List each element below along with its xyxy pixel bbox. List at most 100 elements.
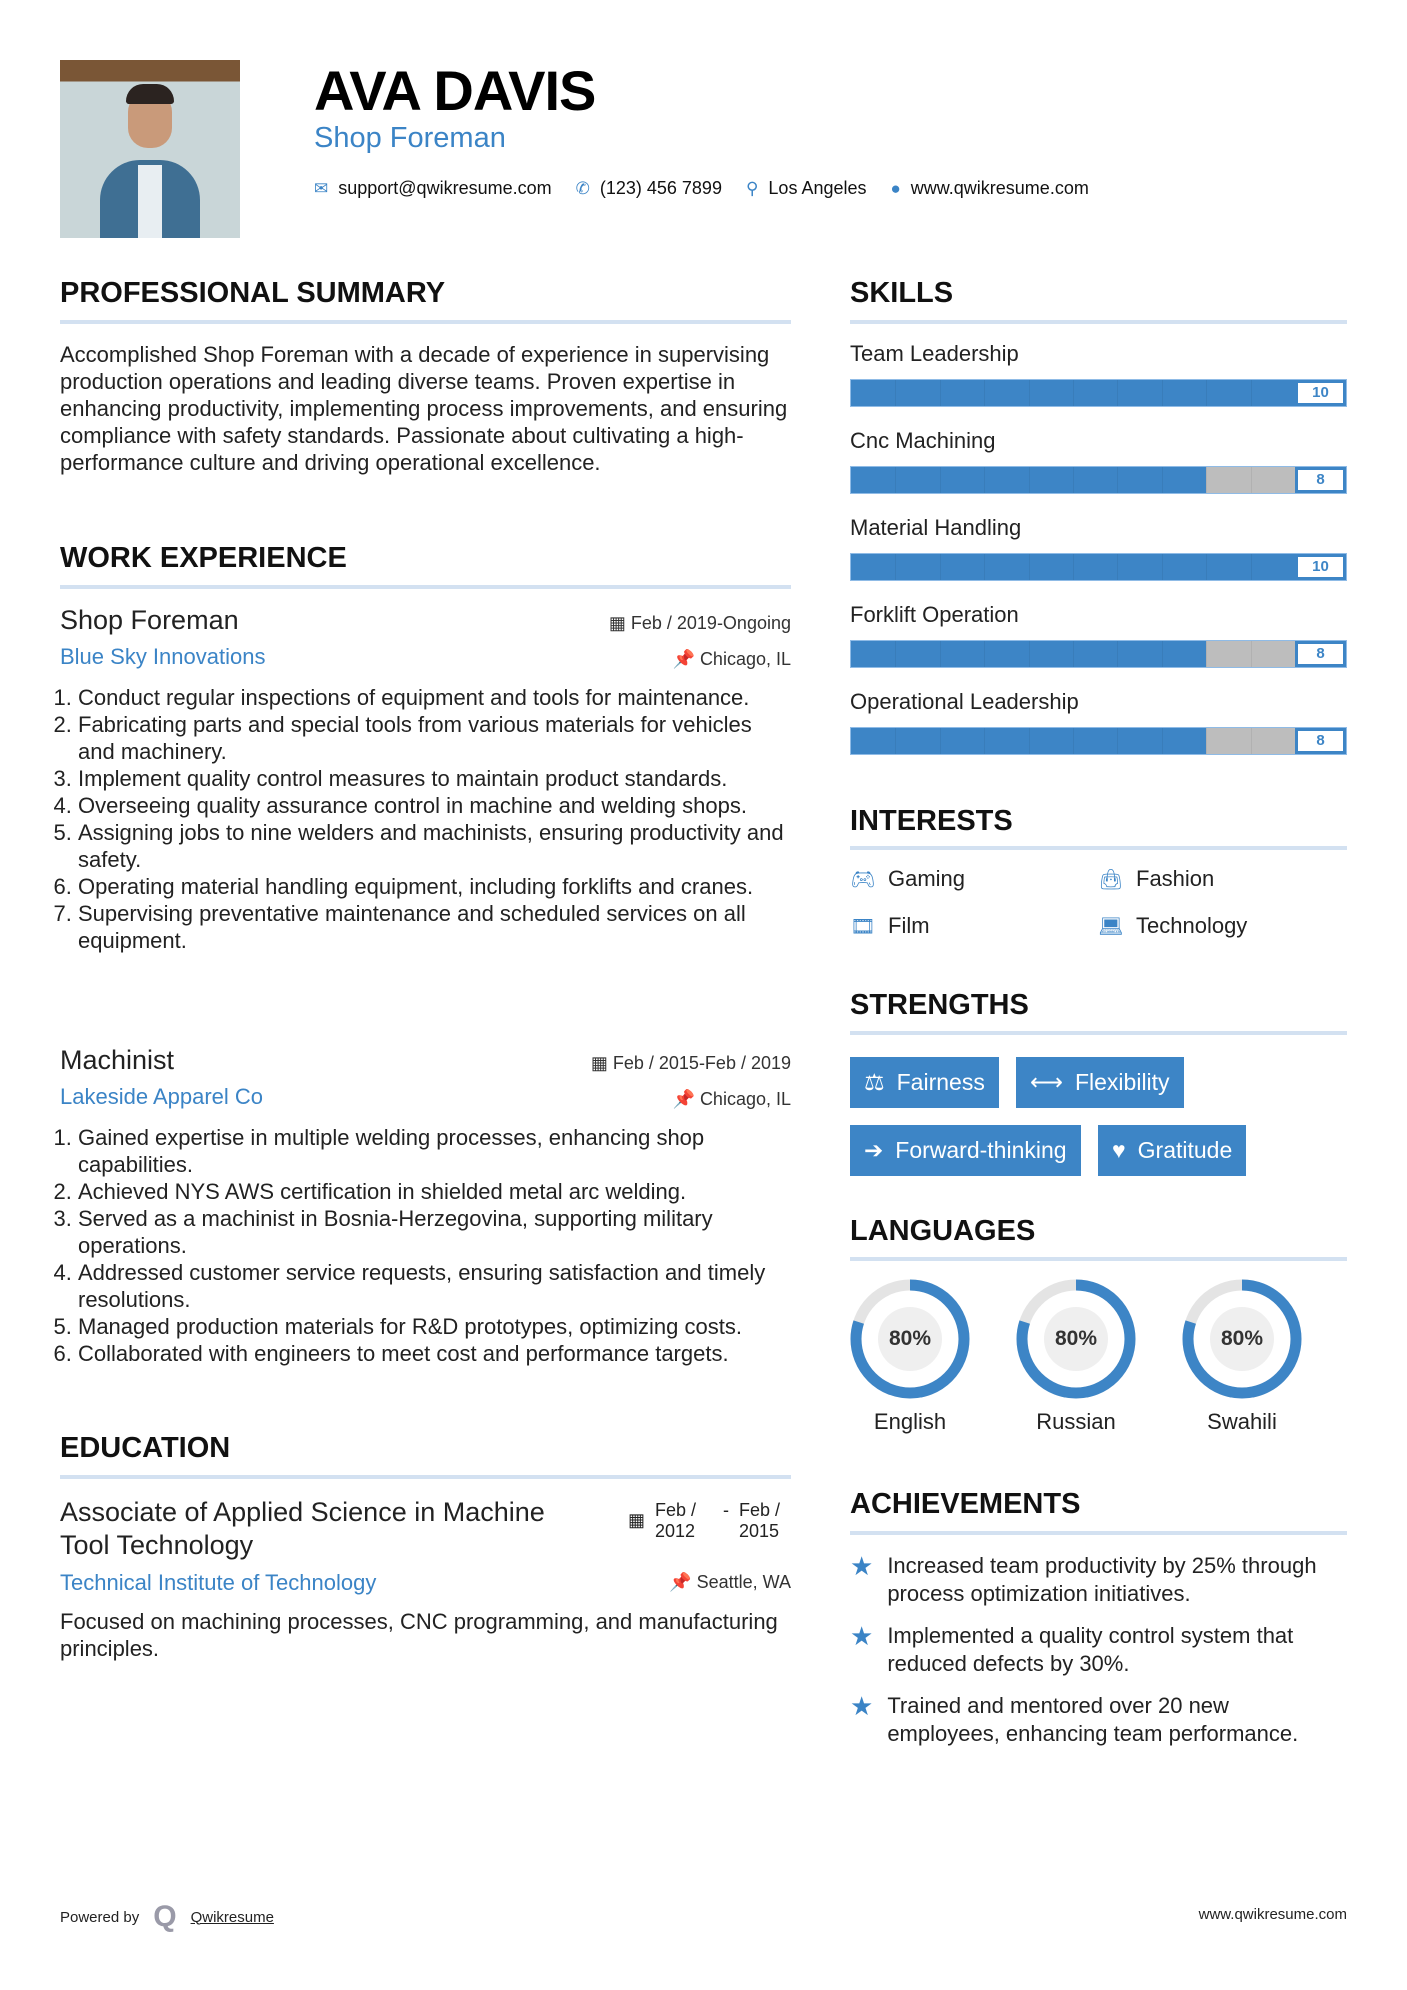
job-dates: ▦ Feb / 2019-Ongoing [608,613,791,633]
skill-label: Forklift Operation [850,602,1019,627]
skill-label: Team Leadership [850,341,1019,366]
language-donut [1182,1279,1302,1399]
phone: (123) 456 7899 [599,178,722,198]
job-location: 📌 Chicago, IL [672,649,791,669]
star-icon: ★ [850,1621,874,1651]
duty-item: Collaborated with engineers to meet cost… [78,1340,791,1367]
divider [850,846,1347,850]
achievement-text: Trained and mentored over 20 new employe… [887,1693,1299,1746]
language-percent: 80% [1054,1327,1098,1350]
summary-text: Accomplished Shop Foreman with a decade … [60,342,788,475]
language-donut [1016,1279,1136,1399]
company-name: Lakeside Apparel Co [60,1084,264,1109]
language-donut [850,1279,970,1399]
duty-item: Achieved NYS AWS certification in shield… [78,1178,791,1205]
arrows-h-icon: ⟷ [1030,1069,1063,1095]
achievement-item: ★ Increased team productivity by 25% thro… [850,1552,1347,1608]
star-icon: ★ [850,1691,874,1721]
divider [850,1031,1347,1035]
donut-fill [1016,1279,1136,1399]
skills-heading: SKILLS [850,277,954,309]
language-item: 80% Swahili [1180,1277,1304,1435]
skill-item: Cnc Machining 8 [850,428,1347,515]
duty-item: Overseeing quality assurance control in … [78,792,791,819]
interest-gaming: 🎮︎ Gaming [850,866,966,891]
brand-link[interactable]: Qwikresume [190,1908,274,1926]
summary-heading: PROFESSIONAL SUMMARY [60,277,446,309]
experience-heading: WORK EXPERIENCE [60,542,347,574]
location: Los Angeles [768,178,867,198]
skill-bar: 10 [850,553,1347,581]
skill-score: 10 [1295,554,1346,580]
footer-brand: Powered by Q Qwikresume [60,1900,274,1934]
language-label: English [873,1409,947,1434]
skill-bar-fill [851,380,1295,406]
website[interactable]: www.qwikresume.com [910,178,1089,198]
skill-item: Material Handling 10 [850,515,1347,602]
map-marker-icon: ⚲ [745,178,759,198]
skill-bar-fill [851,728,1207,754]
skill-score: 10 [1295,380,1346,406]
job-entry: Machinist ▦ Feb / 2015-Feb / 2019 Lakesi… [60,1045,791,1367]
email[interactable]: support@qwikresume.com [338,178,552,198]
job-duties: Gained expertise in multiple welding pro… [60,1124,791,1367]
strength-gratitude: ♥ Gratitude [1098,1125,1247,1176]
duty-item: Served as a machinist in Bosnia-Herzegov… [78,1205,791,1259]
skill-bar: 8 [850,727,1347,755]
skill-label: Material Handling [850,515,1022,540]
language-label: Russian [1036,1409,1116,1434]
skill-bar-fill [851,554,1295,580]
calendar-icon: ▦ [628,1510,646,1530]
footer-website[interactable]: www.qwikresume.com [1198,1906,1347,1923]
skill-bar: 8 [850,640,1347,668]
language-item: 80% Russian [1014,1277,1138,1435]
interest-technology: 💻︎ Technology [1098,913,1248,938]
interest-fashion: 👜︎ Fashion [1098,866,1215,891]
divider [60,585,791,589]
pushpin-icon: 📌 [669,1572,697,1592]
calendar-icon: ▦ [590,1053,613,1073]
arrow-right-icon: ➔ [864,1137,884,1163]
profile-photo [60,60,240,238]
achievement-text: Increased team productivity by 25% throu… [887,1553,1317,1606]
job-duties: Conduct regular inspections of equipment… [60,684,791,954]
skill-score: 8 [1295,467,1346,493]
phone-icon: ✆ [575,178,590,198]
divider [850,1531,1347,1535]
contact-bar: ✉ support@qwikresume.com ✆ (123) 456 7899 … [314,178,1089,199]
duty-item: Addressed customer service requests, ens… [78,1259,791,1313]
duty-item: Supervising preventative maintenance and… [78,900,791,954]
duty-item: Assigning jobs to nine welders and machi… [78,819,791,873]
strength-forward-thinking: ➔ Forward-thinking [850,1125,1081,1176]
language-percent: 80% [888,1327,932,1350]
job-entry: Shop Foreman ▦ Feb / 2019-Ongoing Blue S… [60,605,791,954]
gamepad-icon: 🎮︎ [850,868,876,891]
languages-heading: LANGUAGES [850,1215,1036,1247]
star-icon: ★ [850,1551,874,1581]
language-percent: 80% [1220,1327,1264,1350]
language-item: 80% English [848,1277,972,1435]
donut-center [878,1307,942,1371]
languages-list: 80% English 80% Russian 80% Swahili [848,1277,1304,1435]
interests-heading: INTERESTS [850,805,1013,837]
duty-item: Gained expertise in multiple welding pro… [78,1124,791,1178]
skill-item: Forklift Operation 8 [850,602,1347,689]
duty-item: Conduct regular inspections of equipment… [78,684,791,711]
achievement-item: ★ Implemented a quality control system th… [850,1622,1347,1678]
duty-item: Managed production materials for R&D pro… [78,1313,791,1340]
achievements-heading: ACHIEVEMENTS [850,1488,1081,1520]
skill-label: Operational Leadership [850,689,1079,714]
skill-item: Team Leadership 10 [850,341,1347,428]
calendar-icon: ▦ [608,613,631,633]
strength-fairness: ⚖ Fairness [850,1057,999,1108]
school-name: Technical Institute of Technology [60,1570,377,1595]
balance-scale-icon: ⚖ [864,1069,885,1095]
job-role: Shop Foreman [60,605,239,635]
donut-center [1044,1307,1108,1371]
donut-fill [850,1279,970,1399]
pushpin-icon: 📌 [672,1089,700,1109]
shopping-bag-icon: 👜︎ [1098,868,1124,891]
skill-label: Cnc Machining [850,428,996,453]
job-dates: ▦ Feb / 2015-Feb / 2019 [590,1053,791,1073]
skill-bar-fill [851,467,1207,493]
